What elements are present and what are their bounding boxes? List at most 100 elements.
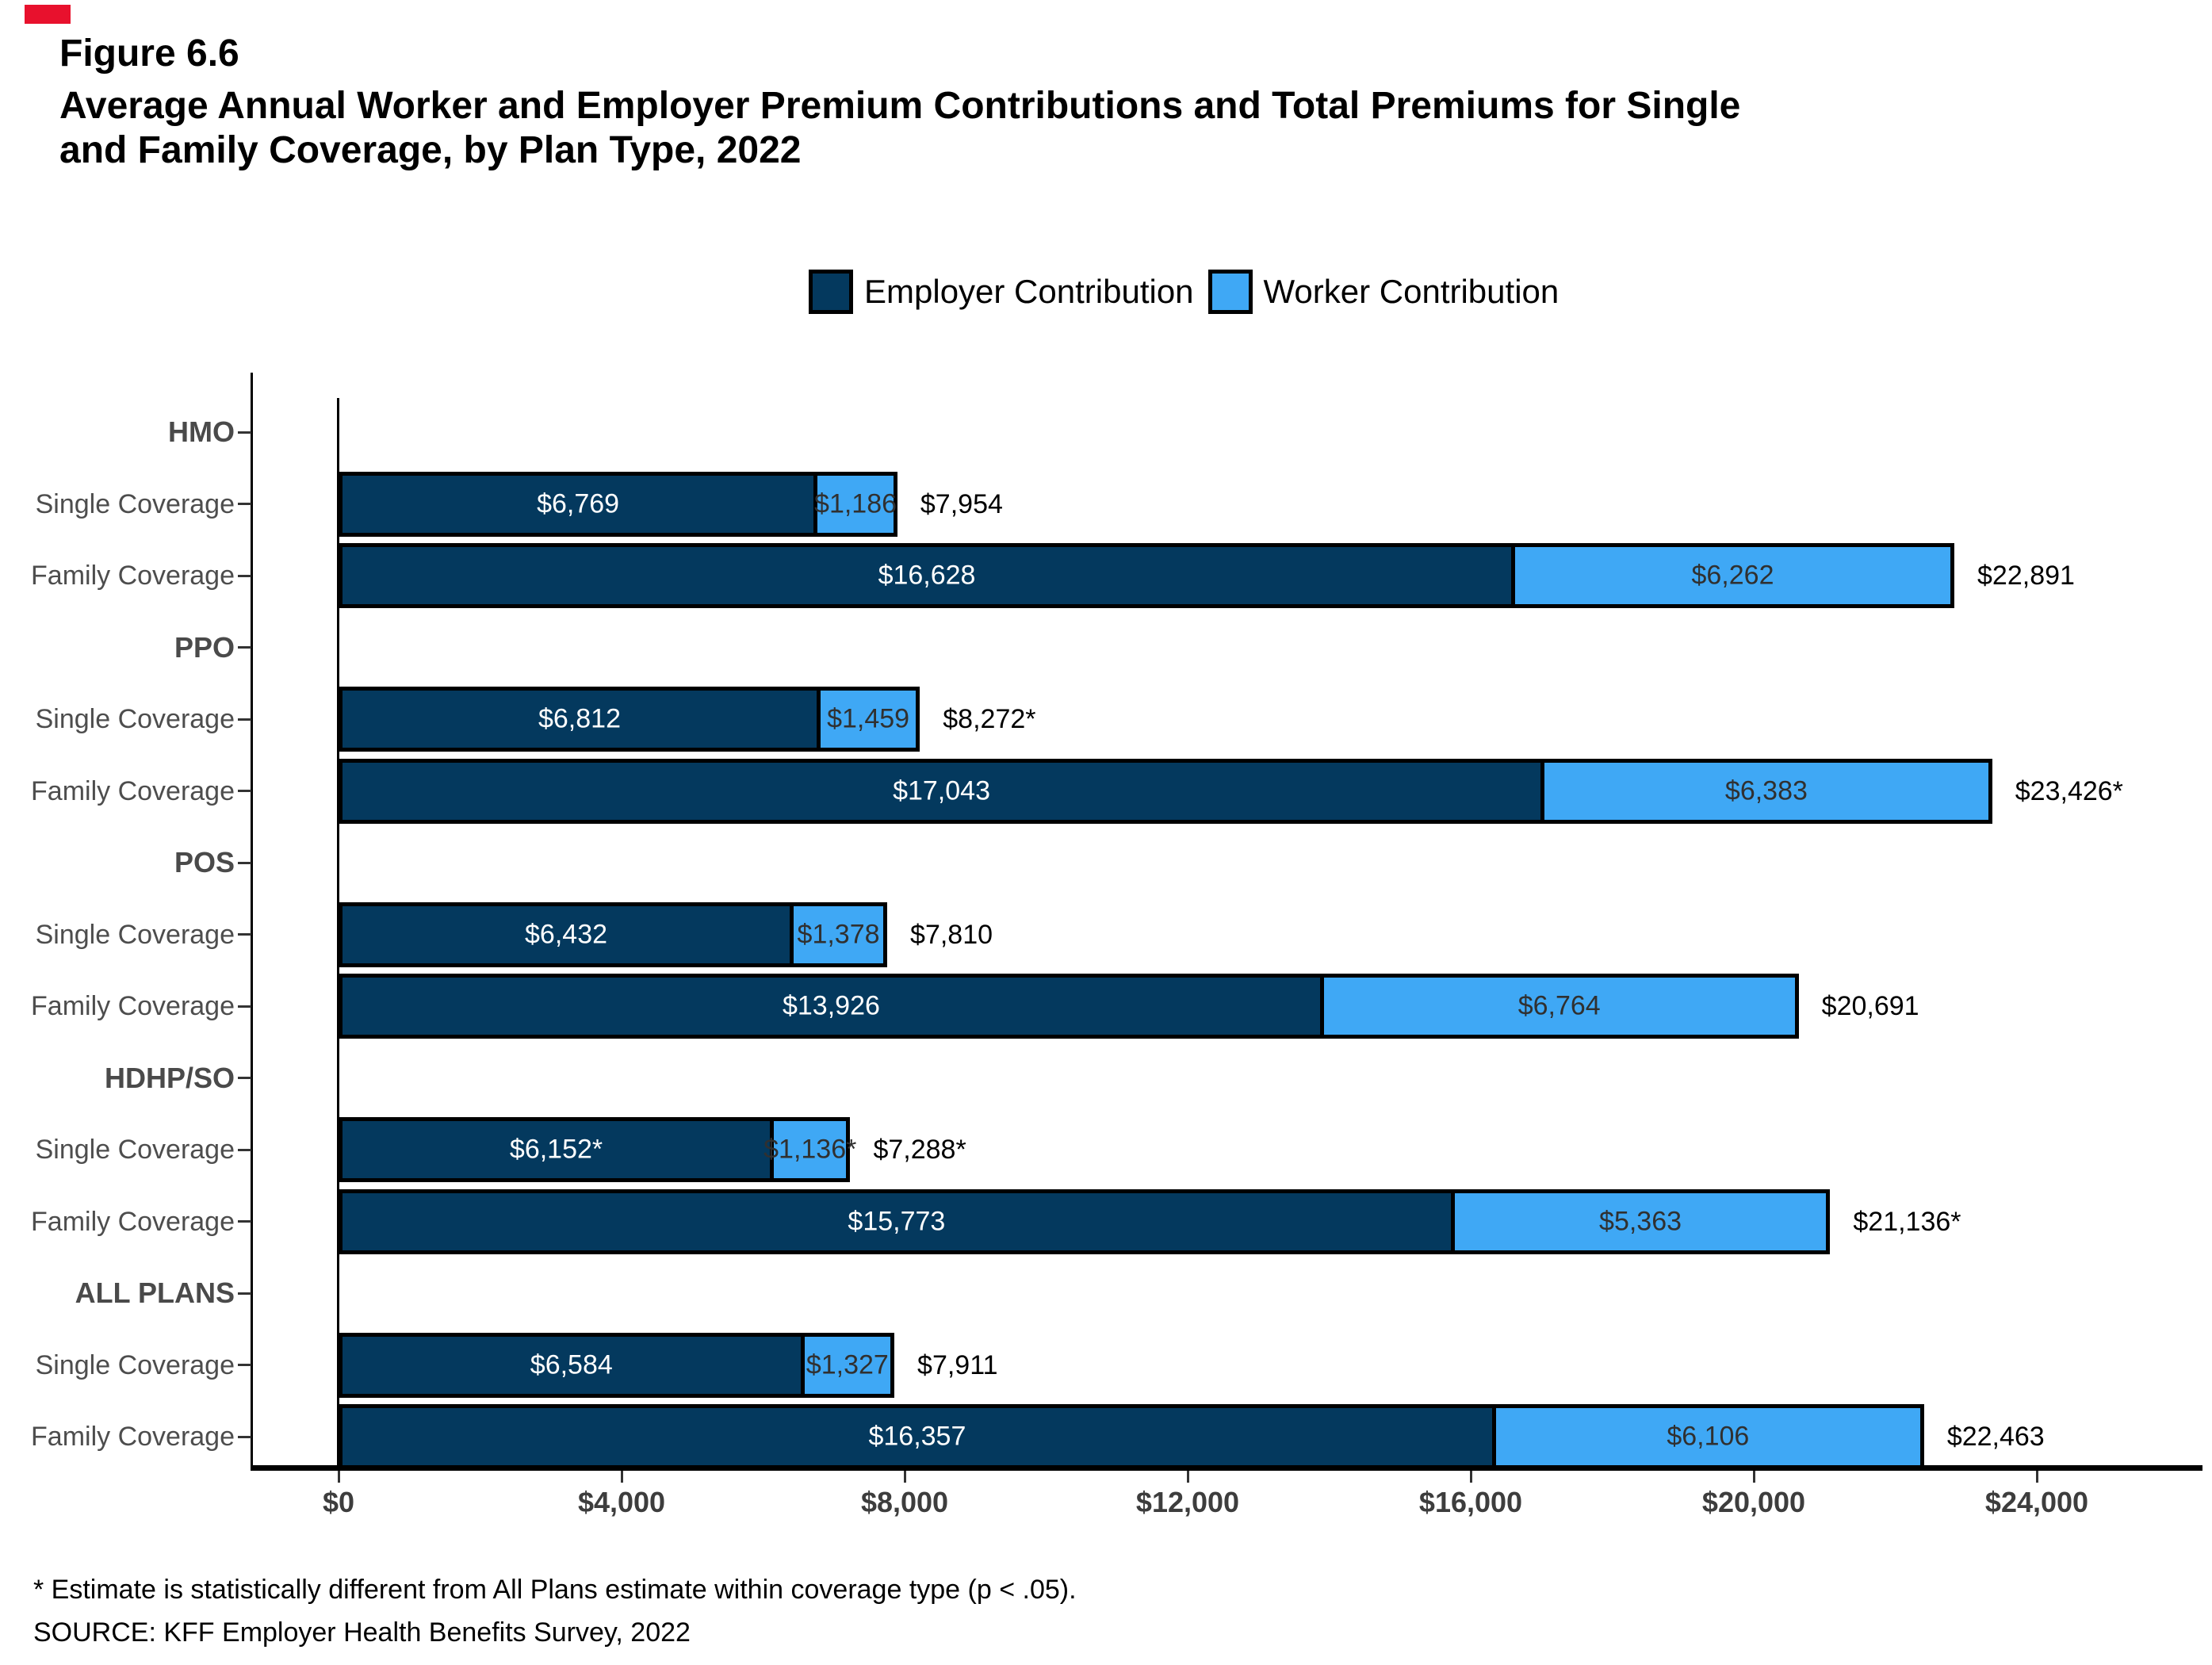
employer-value-label: $6,152* bbox=[509, 1134, 603, 1165]
y-axis-tick bbox=[238, 574, 251, 577]
employer-segment: $6,769 bbox=[339, 471, 818, 537]
y-axis-tick bbox=[238, 718, 251, 721]
row-label: Family Coverage bbox=[31, 775, 235, 806]
total-value-label: $20,691 bbox=[1821, 991, 1919, 1021]
title-block: Figure 6.6 Average Annual Worker and Emp… bbox=[59, 35, 1740, 173]
footnote-asterisk: * Estimate is statistically different fr… bbox=[33, 1575, 1077, 1605]
worker-value-label: $1,186 bbox=[814, 488, 897, 519]
employer-value-label: $6,432 bbox=[525, 919, 608, 949]
bar-row: $13,926 $6,764 bbox=[339, 974, 1799, 1039]
employer-segment: $15,773 bbox=[339, 1188, 1455, 1254]
employer-segment: $16,628 bbox=[339, 543, 1516, 608]
x-axis-label: $4,000 bbox=[577, 1486, 666, 1518]
employer-segment: $6,584 bbox=[339, 1332, 805, 1398]
y-axis-tick bbox=[238, 1005, 251, 1008]
x-axis-label: $24,000 bbox=[1984, 1486, 2089, 1518]
worker-swatch-icon bbox=[1207, 270, 1253, 314]
employer-segment: $16,357 bbox=[339, 1404, 1496, 1469]
x-axis-label: $16,000 bbox=[1418, 1486, 1523, 1518]
group-label-hmo: HMO bbox=[168, 415, 235, 448]
x-axis-tick bbox=[2035, 1471, 2038, 1483]
x-axis-tick bbox=[903, 1471, 906, 1483]
total-value-label: $22,463 bbox=[1946, 1422, 2045, 1452]
row-label: Single Coverage bbox=[35, 919, 235, 950]
y-axis-tick bbox=[238, 431, 251, 434]
worker-value-label: $1,378 bbox=[797, 919, 880, 949]
worker-segment: $6,106 bbox=[1491, 1404, 1924, 1469]
worker-segment: $6,383 bbox=[1540, 758, 1992, 824]
legend: Employer Contribution Worker Contributio… bbox=[809, 270, 1573, 314]
chart-title: Average Annual Worker and Employer Premi… bbox=[59, 84, 1740, 173]
employer-value-label: $17,043 bbox=[893, 775, 990, 806]
x-axis-label: $0 bbox=[322, 1486, 355, 1518]
employer-value-label: $15,773 bbox=[848, 1206, 946, 1236]
row-label: Family Coverage bbox=[31, 1422, 235, 1452]
worker-segment: $6,764 bbox=[1319, 974, 1799, 1039]
y-axis-tick bbox=[238, 1364, 251, 1366]
total-value-label: $7,954 bbox=[920, 488, 1003, 519]
x-axis-label: $20,000 bbox=[1701, 1486, 1806, 1518]
row-label: Single Coverage bbox=[35, 1349, 235, 1380]
worker-value-label: $1,136* bbox=[763, 1134, 857, 1165]
bar-row: $16,628 $6,262 bbox=[339, 543, 1954, 608]
worker-value-label: $5,363 bbox=[1599, 1206, 1682, 1236]
employer-segment: $6,812 bbox=[339, 687, 821, 752]
chart-plot: HMO Single Coverage $6,769 $1,186 $7,954 Fami… bbox=[0, 373, 2212, 1562]
employer-segment: $6,432 bbox=[339, 901, 794, 967]
y-axis-tick bbox=[238, 503, 251, 505]
legend-label-worker: Worker Contribution bbox=[1263, 273, 1559, 310]
employer-value-label: $16,628 bbox=[878, 560, 976, 591]
worker-value-label: $1,327 bbox=[806, 1349, 889, 1380]
bar-row: $6,584 $1,327 bbox=[339, 1332, 895, 1398]
employer-segment: $17,043 bbox=[339, 758, 1545, 824]
bar-row: $6,812 $1,459 bbox=[339, 687, 920, 752]
total-value-label: $8,272* bbox=[943, 704, 1036, 734]
x-axis-tick bbox=[1752, 1471, 1755, 1483]
worker-segment: $1,136* bbox=[763, 1117, 856, 1182]
legend-label-employer: Employer Contribution bbox=[864, 273, 1194, 310]
total-value-label: $7,288* bbox=[873, 1135, 966, 1165]
y-axis-tick bbox=[238, 1292, 251, 1295]
employer-segment: $6,152* bbox=[339, 1117, 775, 1182]
y-axis-tick bbox=[238, 1435, 251, 1438]
y-axis-tick bbox=[238, 861, 251, 864]
employer-value-label: $6,812 bbox=[538, 703, 621, 734]
y-axis-line bbox=[251, 373, 253, 1471]
employer-value-label: $6,769 bbox=[537, 488, 620, 519]
total-value-label: $21,136* bbox=[1853, 1206, 1961, 1237]
row-label: Family Coverage bbox=[31, 561, 235, 591]
row-label: Family Coverage bbox=[31, 991, 235, 1021]
x-axis-label: $8,000 bbox=[860, 1486, 949, 1518]
x-axis-tick bbox=[620, 1471, 623, 1483]
legend-item-worker: Worker Contribution bbox=[1207, 270, 1574, 314]
total-value-label: $7,810 bbox=[910, 919, 993, 950]
figure-number: Figure 6.6 bbox=[59, 33, 239, 75]
total-value-label: $7,911 bbox=[917, 1349, 998, 1380]
worker-segment: $6,262 bbox=[1511, 543, 1954, 608]
group-label-ppo: PPO bbox=[174, 630, 235, 664]
worker-value-label: $6,764 bbox=[1517, 990, 1601, 1021]
employer-swatch-icon bbox=[809, 270, 853, 314]
worker-segment: $5,363 bbox=[1450, 1188, 1831, 1254]
employer-value-label: $13,926 bbox=[782, 990, 880, 1021]
worker-value-label: $6,106 bbox=[1667, 1421, 1750, 1452]
group-label-pos: POS bbox=[174, 846, 235, 878]
y-axis-tick bbox=[238, 790, 251, 792]
bar-row: $6,152* $1,136* bbox=[339, 1117, 856, 1182]
chart-title-line1: Average Annual Worker and Employer Premi… bbox=[59, 85, 1741, 127]
x-axis-tick bbox=[1469, 1471, 1472, 1483]
y-axis-tick bbox=[238, 933, 251, 936]
bar-row: $15,773 $5,363 bbox=[339, 1188, 1831, 1254]
worker-value-label: $6,262 bbox=[1691, 560, 1774, 591]
worker-segment: $1,327 bbox=[800, 1332, 895, 1398]
bar-row: $6,432 $1,378 bbox=[339, 901, 888, 967]
bar-row: $16,357 $6,106 bbox=[339, 1404, 1924, 1469]
row-label: Family Coverage bbox=[31, 1206, 235, 1237]
bar-row: $6,769 $1,186 bbox=[339, 471, 897, 537]
group-label-all-plans: ALL PLANS bbox=[75, 1276, 235, 1309]
row-label: Single Coverage bbox=[35, 1135, 235, 1165]
employer-value-label: $16,357 bbox=[868, 1421, 966, 1452]
worker-value-label: $6,383 bbox=[1724, 775, 1808, 806]
footnote-source: SOURCE: KFF Employer Health Benefits Sur… bbox=[33, 1617, 691, 1648]
legend-item-employer: Employer Contribution bbox=[809, 270, 1208, 314]
